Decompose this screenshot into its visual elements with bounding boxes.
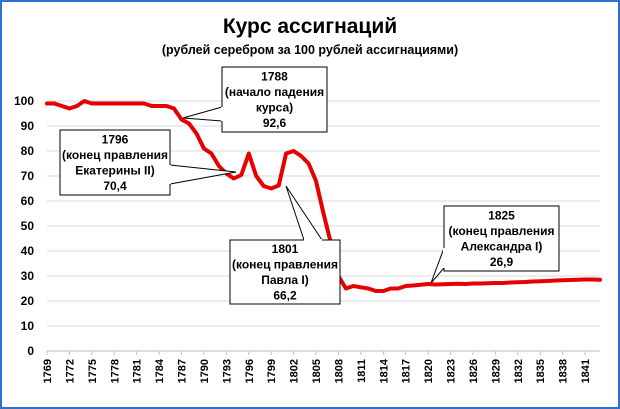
callout-1788-pointer: [182, 106, 223, 122]
y-tick-label: 60: [21, 194, 35, 208]
x-tick-label: 1838: [558, 359, 570, 383]
x-tick-label: 1772: [64, 359, 76, 383]
x-tick-label: 1829: [490, 359, 502, 383]
y-tick-label: 80: [21, 144, 35, 158]
chart-title: Курс ассигнаций: [223, 15, 397, 38]
x-tick-label: 1817: [401, 359, 413, 383]
callout-1796-line: 70,4: [103, 179, 127, 193]
x-tick-label: 1787: [177, 359, 189, 383]
callout-1788-line: курса): [256, 101, 293, 115]
x-tick-label: 1796: [244, 359, 256, 383]
x-tick-label: 1784: [154, 358, 166, 383]
series-line: [45, 99, 602, 293]
callout-1801-line: 1801: [272, 242, 299, 256]
callout-1796-box: [59, 129, 171, 196]
callout-1825: 1825(конец правления Александра I)26,9: [430, 205, 560, 284]
x-tick-label: 1790: [199, 359, 211, 383]
callout-1801-line: Павла I): [261, 273, 308, 287]
x-tick-label: 1799: [266, 359, 278, 383]
y-tick-label: 0: [27, 344, 34, 358]
x-tick-label: 1802: [289, 359, 301, 383]
series-layer: [45, 99, 602, 293]
callout-1788: 1788(начало падения курса)92,6: [182, 66, 328, 133]
callout-1825-pointer: [430, 247, 445, 284]
x-tick-label: 1814: [378, 358, 390, 383]
y-tick-label: 20: [21, 294, 35, 308]
callout-1796-line: 1796: [102, 133, 129, 147]
callout-1788-box: [221, 66, 328, 133]
y-tick-label: 50: [21, 219, 35, 233]
x-tick-label: 1769: [42, 359, 54, 383]
callout-1788-line: (начало падения: [225, 85, 324, 99]
callout-1801-line: (конец правления: [232, 258, 338, 272]
callout-1801-box: [229, 239, 341, 305]
callout-1825-line: 1825: [488, 209, 515, 223]
callout-1825-box: [443, 205, 560, 272]
callout-1796: 1796(конец правления Екатерины II)70,4: [59, 129, 237, 196]
y-tick-label: 70: [21, 169, 35, 183]
x-tick-label: 1820: [423, 359, 435, 383]
callout-1825-line: (конец правления: [448, 224, 554, 238]
callout-1796-line: (конец правления: [62, 148, 168, 162]
y-tick-label: 90: [21, 119, 35, 133]
x-tick-label: 1775: [87, 359, 99, 383]
x-tick-label: 1826: [468, 359, 480, 383]
y-tick-label: 30: [21, 269, 35, 283]
y-tick-label: 40: [21, 244, 35, 258]
x-tick-label: 1841: [580, 359, 592, 383]
callout-1825-line: 26,9: [490, 255, 514, 269]
x-tick-label: 1835: [535, 359, 547, 383]
x-tick-label: 1832: [513, 359, 525, 383]
y-tick-label: 100: [14, 94, 34, 108]
callout-1788-line: 1788: [261, 70, 288, 84]
callout-1801-line: 66,2: [273, 289, 297, 303]
callout-1801-pointer: [285, 185, 323, 241]
chart-subtitle: (рублей серебром за 100 рублей ассигнаци…: [162, 43, 458, 57]
x-tick-label: 1811: [356, 359, 368, 383]
x-tick-label: 1793: [221, 359, 233, 383]
y-axis-ticks: 0 10 20 30 40 50 60 70 80 90 100: [14, 94, 34, 358]
callout-1788-line: 92,6: [263, 116, 287, 130]
x-axis-ticks: 1769 1772 1775 1778 1781 1784 1787 1790 1793 1796…: [42, 351, 592, 383]
x-tick-label: 1808: [333, 359, 345, 383]
x-tick-label: 1823: [446, 359, 458, 383]
x-tick-label: 1781: [132, 359, 144, 383]
callout-1796-line: Екатерины II): [75, 164, 154, 178]
x-tick-label: 1805: [311, 359, 323, 383]
callout-1825-line: Александра I): [461, 240, 543, 254]
x-tick-label: 1778: [109, 359, 121, 383]
y-tick-label: 10: [21, 319, 35, 333]
callouts: 1788(начало падениякурса)92,61796(конец …: [59, 66, 560, 305]
